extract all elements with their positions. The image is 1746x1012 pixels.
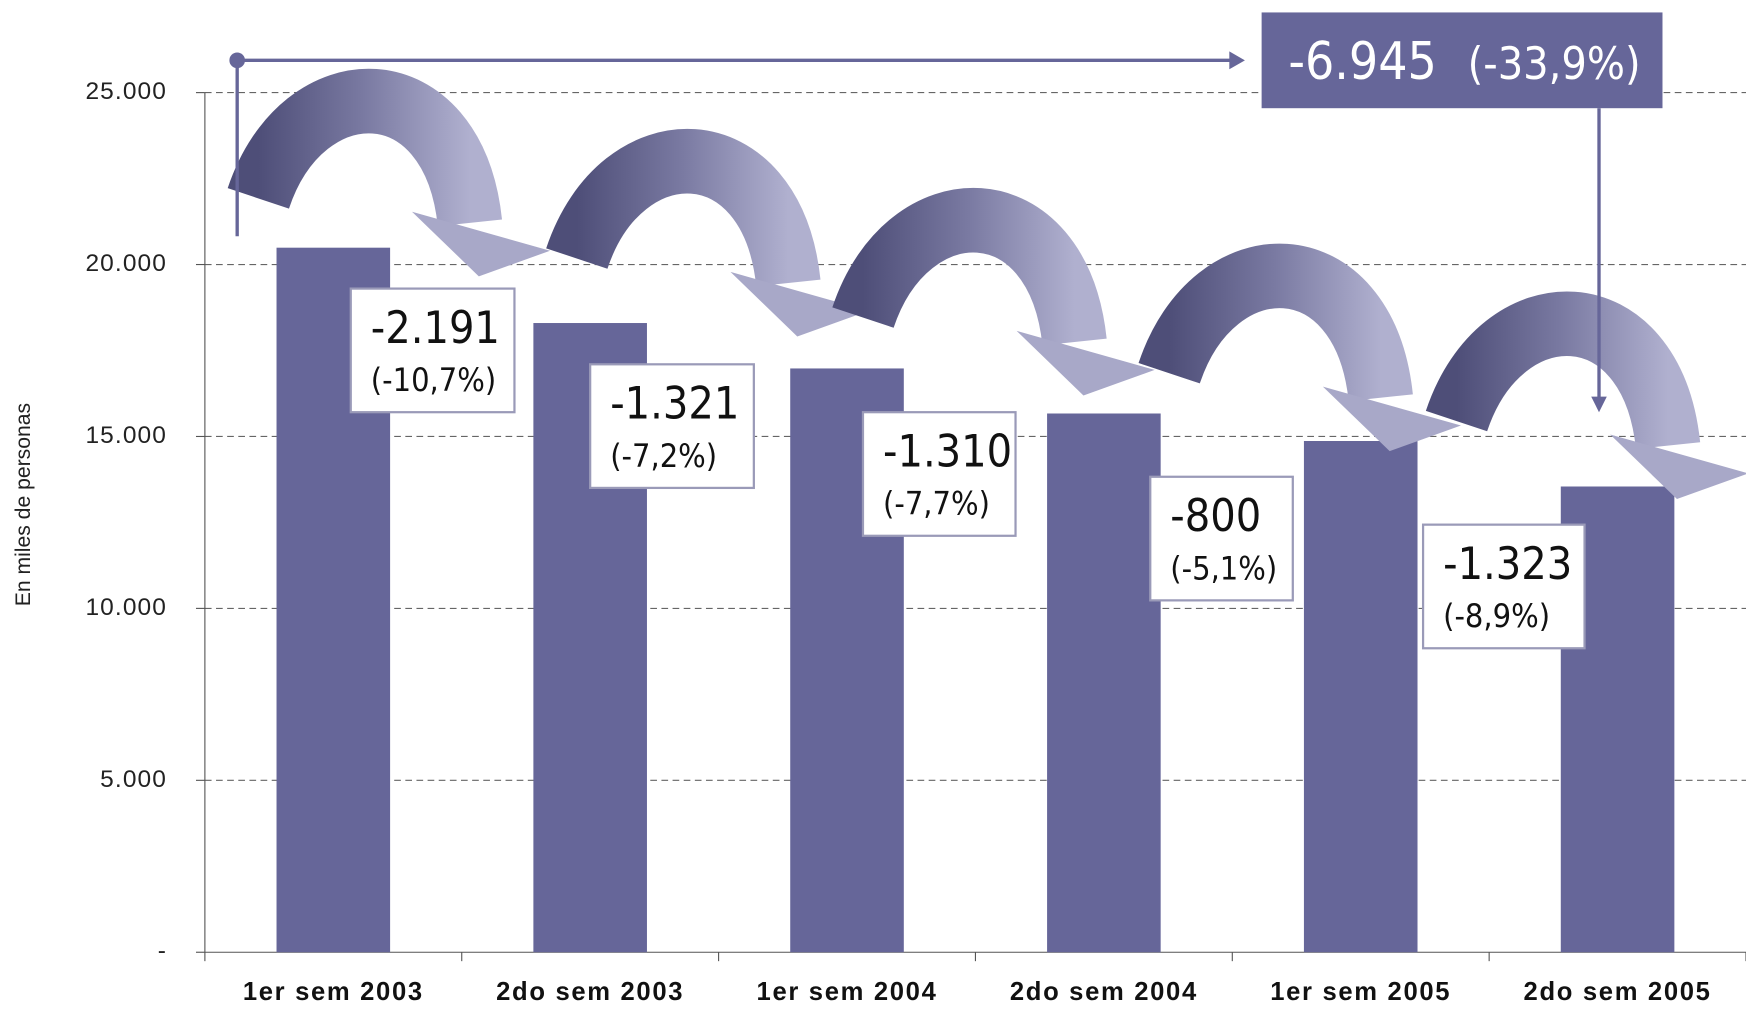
annotation-value: -800 <box>1170 490 1261 542</box>
annotation-percent: (-5,1%) <box>1170 549 1277 587</box>
arrow-head <box>730 271 869 337</box>
x-tick-label: 1er sem 2005 <box>1270 978 1451 1006</box>
curved-arrow <box>832 188 1155 396</box>
arrow-body <box>227 68 503 228</box>
annotation-box <box>1149 475 1294 602</box>
x-tick-label: 2do sem 2004 <box>1010 978 1198 1006</box>
total-percent: (-33,9%) <box>1468 38 1641 90</box>
arrow-head <box>412 211 551 277</box>
arrow-head <box>1610 434 1746 500</box>
y-axis-label: En miles de personas <box>12 403 35 606</box>
total-arrowhead <box>1229 51 1245 70</box>
bar <box>1047 413 1161 953</box>
annotation-box <box>1421 523 1586 650</box>
annotation-box <box>349 287 516 414</box>
arrow-head <box>1322 386 1461 452</box>
annotation-box <box>589 363 755 490</box>
annotation-value: -1.321 <box>610 378 739 430</box>
curved-arrow <box>546 129 869 337</box>
annotation-box <box>861 411 1017 537</box>
arrow-body <box>1138 243 1413 403</box>
curved-arrow <box>1138 243 1461 452</box>
x-tick-label: 2do sem 2005 <box>1524 978 1712 1006</box>
annotation-value: -2.191 <box>371 302 500 354</box>
arrow-body <box>1425 291 1701 450</box>
y-tick-label: 10.000 <box>85 594 167 621</box>
bar <box>1303 441 1418 953</box>
y-tick-label: 5.000 <box>100 766 167 793</box>
total-arrowhead <box>1591 396 1607 413</box>
annotation-percent: (-10,7%) <box>371 361 496 399</box>
x-tick-label: 2do sem 2003 <box>496 978 684 1006</box>
arrow-body <box>832 188 1107 347</box>
annotation-percent: (-7,7%) <box>883 485 990 523</box>
curved-arrow <box>1425 291 1746 500</box>
annotation-value: -1.310 <box>883 426 1012 478</box>
total-box <box>1261 12 1663 109</box>
arrow-body <box>546 129 821 288</box>
annotation-percent: (-7,2%) <box>610 437 717 475</box>
y-tick-label: 15.000 <box>85 422 167 449</box>
x-tick-label: 1er sem 2003 <box>243 978 424 1006</box>
y-tick-label: 25.000 <box>85 78 167 105</box>
total-dot <box>229 52 245 69</box>
total-value: -6.945 <box>1288 32 1437 92</box>
arrow-head <box>1016 330 1155 396</box>
curved-arrow <box>227 68 551 277</box>
annotation-percent: (-8,9%) <box>1443 597 1550 635</box>
x-tick-label: 1er sem 2004 <box>757 978 938 1006</box>
annotation-value: -1.323 <box>1443 538 1572 590</box>
y-tick-label: - <box>158 938 167 965</box>
y-tick-label: 20.000 <box>85 250 167 277</box>
